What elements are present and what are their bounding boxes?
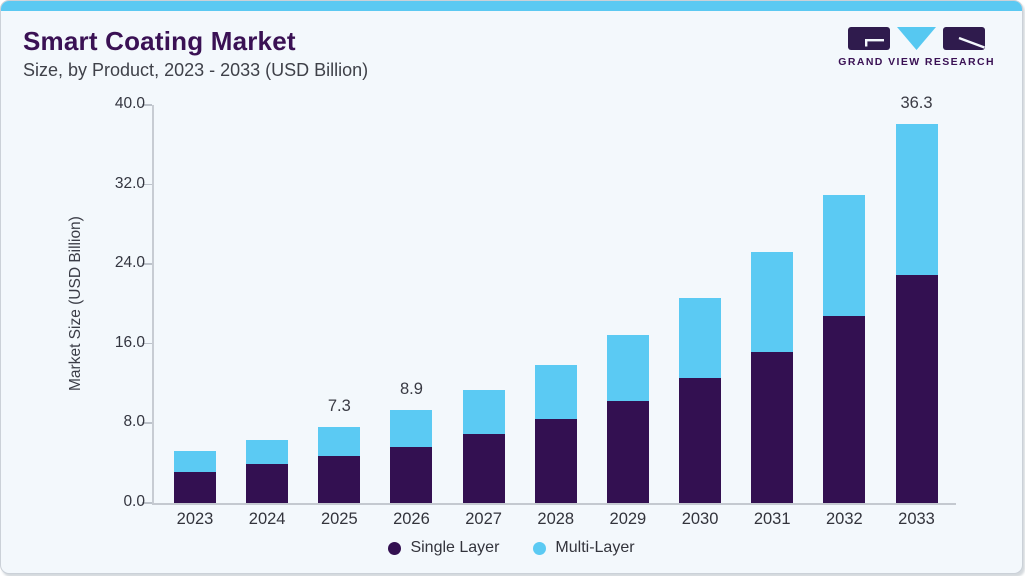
x-tick-label-2024: 2024 [248, 510, 286, 528]
y-tick-label: 40.0 [114, 95, 145, 112]
x-tick-label-2032: 2032 [825, 510, 863, 528]
chart-subtitle: Size, by Product, 2023 - 2033 (USD Billi… [23, 59, 369, 80]
x-tick-label-2028: 2028 [537, 510, 575, 528]
legend: Single Layer Multi-Layer [1, 539, 1022, 557]
x-tick-label-2027: 2027 [465, 510, 502, 528]
grand-view-research-logo: GRAND VIEW RESEARCH [838, 26, 995, 68]
bar-2024-single-layer [246, 464, 289, 503]
bar-2033-multi-layer [895, 124, 938, 275]
bar-total-label-2025: 7.3 [327, 396, 351, 415]
x-tick-label-2029: 2029 [609, 510, 647, 528]
bar-2030-multi-layer [679, 297, 722, 378]
multi-layer-dot-icon [533, 541, 547, 555]
chart-title: Smart Coating Market [23, 26, 296, 56]
bar-2026-multi-layer [390, 410, 433, 447]
y-tick-mark [142, 263, 152, 265]
bar-2028-single-layer [534, 418, 577, 503]
y-tick-mark [142, 422, 152, 424]
bar-2027-multi-layer [462, 390, 505, 435]
bar-2027-single-layer [462, 434, 505, 503]
bar-2024-multi-layer [246, 440, 289, 465]
gvr-logo-icon [848, 27, 986, 50]
chart-header: Smart Coating Market Size, by Product, 2… [23, 26, 369, 81]
legend-label-single-layer: Single Layer [410, 539, 500, 556]
legend-item-multi-layer: Multi-Layer [533, 539, 635, 557]
gvr-logo-text: GRAND VIEW RESEARCH [838, 56, 995, 68]
bar-2025-multi-layer [318, 426, 361, 457]
y-tick-label: 0.0 [123, 493, 145, 510]
single-layer-dot-icon [388, 541, 402, 555]
bar-2028-multi-layer [534, 365, 577, 419]
bar-2031-single-layer [751, 351, 794, 503]
bar-2030-single-layer [679, 377, 722, 503]
legend-label-multi-layer: Multi-Layer [555, 539, 635, 556]
y-tick-mark [142, 183, 152, 186]
bar-2031-multi-layer [751, 251, 794, 352]
bar-2029-multi-layer [606, 335, 649, 401]
bar-2023-multi-layer [174, 450, 216, 472]
bar-2032-single-layer [823, 316, 866, 503]
bar-2023-single-layer [174, 471, 216, 503]
x-tick-label-2031: 2031 [753, 510, 791, 528]
y-tick-label: 32.0 [114, 174, 145, 192]
y-axis-line [152, 105, 154, 503]
bar-2032-multi-layer [823, 195, 866, 317]
x-tick-label-2023: 2023 [176, 510, 214, 528]
y-tick-label: 8.0 [123, 413, 145, 431]
x-tick-label-2030: 2030 [681, 510, 719, 528]
x-axis-line [152, 503, 956, 505]
bar-2026-single-layer [390, 446, 433, 503]
legend-item-single-layer: Single Layer [388, 539, 499, 557]
x-tick-label-2026: 2026 [393, 510, 430, 528]
accent-top-bar [1, 1, 1022, 11]
y-tick-label: 16.0 [114, 333, 145, 351]
bar-2025-single-layer [318, 456, 361, 503]
x-tick-label-2025: 2025 [320, 510, 358, 528]
bar-2033-single-layer [895, 274, 938, 503]
y-tick-mark [142, 502, 152, 504]
y-tick-mark [142, 342, 152, 345]
bar-total-label-2033: 36.3 [900, 94, 933, 113]
bar-total-label-2026: 8.9 [399, 380, 423, 399]
x-tick-label-2033: 2033 [898, 510, 935, 528]
y-tick-label: 24.0 [114, 254, 145, 272]
bar-2029-single-layer [606, 400, 649, 503]
y-tick-mark [142, 104, 152, 106]
